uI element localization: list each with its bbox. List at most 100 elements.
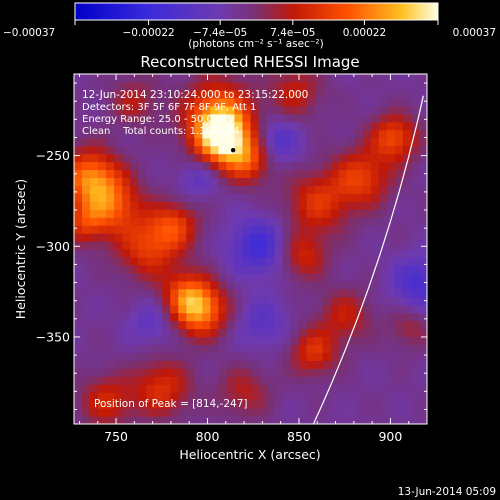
heatmap-cell: [386, 153, 396, 163]
heatmap-cell: [370, 320, 380, 330]
heatmap-cell: [410, 272, 420, 282]
heatmap-cell: [418, 296, 427, 306]
heatmap-cell: [354, 121, 364, 131]
x-tick-label: 800: [196, 429, 220, 444]
heatmap-cell: [242, 185, 252, 194]
heatmap-cell: [146, 344, 155, 353]
heatmap-cell: [210, 320, 220, 330]
heatmap-cell: [170, 256, 179, 266]
heatmap-cell: [210, 280, 220, 290]
heatmap-cell: [178, 161, 187, 171]
heatmap-cell: [130, 328, 139, 338]
heatmap-cell: [274, 272, 284, 282]
heatmap-cell: [178, 384, 187, 393]
heatmap-cell: [106, 74, 115, 83]
heatmap-cell: [410, 280, 420, 290]
heatmap-cell: [234, 169, 244, 178]
heatmap-cell: [386, 368, 396, 377]
heatmap-cell: [362, 256, 372, 266]
heatmap-cell: [290, 408, 300, 417]
heatmap-cell: [394, 256, 404, 266]
heatmap-cell: [338, 392, 348, 401]
heatmap-cell: [394, 392, 404, 401]
heatmap-cell: [82, 304, 91, 314]
heatmap-cell: [346, 376, 356, 385]
heatmap-cell: [314, 376, 324, 385]
heatmap-cell: [338, 233, 348, 242]
heatmap-cell: [114, 280, 123, 290]
heatmap-cell: [114, 408, 123, 417]
heatmap-cell: [394, 280, 404, 290]
heatmap-cell: [218, 416, 228, 424]
heatmap-cell: [274, 161, 284, 171]
heatmap-cell: [98, 384, 107, 393]
heatmap-cell: [282, 137, 292, 147]
heatmap-cell: [74, 169, 83, 178]
heatmap-cell: [410, 392, 420, 401]
heatmap-cell: [290, 177, 300, 186]
heatmap-cell: [378, 392, 388, 401]
heatmap-cell: [202, 153, 211, 163]
heatmap-cell: [106, 137, 115, 147]
heatmap-cell: [106, 360, 115, 369]
heatmap-cell: [146, 304, 155, 314]
heatmap-cell: [178, 249, 187, 258]
heatmap-cell: [202, 137, 211, 147]
heatmap-cell: [394, 376, 404, 385]
heatmap-cell: [242, 352, 252, 361]
heatmap-cell: [298, 376, 308, 385]
heatmap-cell: [282, 153, 292, 163]
heatmap-cell: [330, 233, 340, 242]
heatmap-cell: [330, 256, 340, 266]
heatmap-cell: [282, 249, 292, 258]
heatmap-cell: [394, 169, 404, 178]
heatmap-cell: [226, 185, 236, 194]
heatmap-cell: [346, 344, 356, 353]
heatmap-cell: [282, 312, 292, 322]
heatmap-cell: [322, 280, 332, 290]
heatmap-cell: [122, 113, 131, 123]
heatmap-cell: [266, 376, 276, 385]
heatmap-cell: [154, 121, 163, 131]
heatmap-cell: [218, 161, 228, 171]
heatmap-cell: [298, 137, 308, 147]
heatmap-cell: [82, 153, 91, 163]
heatmap-cell: [418, 97, 427, 107]
heatmap-cell: [74, 241, 83, 250]
heatmap-cell: [266, 145, 276, 155]
heatmap-cell: [378, 81, 388, 91]
heatmap-cell: [226, 89, 236, 99]
heatmap-cell: [146, 288, 155, 298]
heatmap-cell: [122, 320, 131, 330]
heatmap-cell: [410, 193, 420, 202]
heatmap-cell: [226, 153, 236, 163]
heatmap-cell: [258, 416, 268, 424]
heatmap-cell: [402, 129, 412, 139]
heatmap-cell: [258, 121, 268, 131]
heatmap-cell: [314, 185, 324, 194]
heatmap-cell: [74, 256, 83, 266]
heatmap-cell: [346, 169, 356, 178]
heatmap-cell: [170, 161, 179, 171]
heatmap-cell: [242, 288, 252, 298]
heatmap-cell: [354, 129, 364, 139]
heatmap-cell: [266, 74, 276, 83]
heatmap-cell: [250, 241, 260, 250]
heatmap-cell: [394, 225, 404, 234]
heatmap-cell: [274, 376, 284, 385]
heatmap-cell: [90, 193, 99, 202]
heatmap-cell: [178, 105, 187, 115]
heatmap-cell: [218, 169, 228, 178]
heatmap-cell: [226, 384, 236, 393]
heatmap-cell: [178, 376, 187, 385]
heatmap-cell: [194, 177, 203, 186]
heatmap-cell: [298, 241, 308, 250]
heatmap-cell: [298, 113, 308, 123]
heatmap-cell: [218, 217, 228, 226]
heatmap-cell: [90, 264, 99, 274]
heatmap-cell: [234, 121, 244, 131]
heatmap-cell: [338, 408, 348, 417]
heatmap-cell: [370, 312, 380, 322]
heatmap-cell: [378, 360, 388, 369]
heatmap-cell: [186, 320, 195, 330]
